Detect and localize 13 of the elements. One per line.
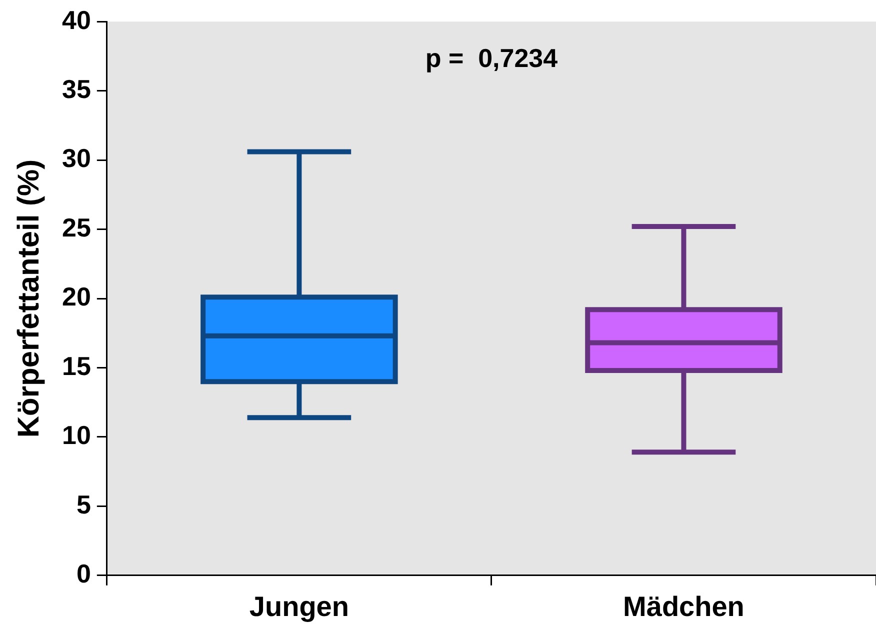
y-tick-label: 10: [62, 420, 91, 450]
y-tick-label: 20: [62, 282, 91, 312]
y-tick-label: 40: [62, 4, 91, 35]
x-tick-label: Mädchen: [623, 590, 744, 622]
y-tick-label: 5: [76, 489, 91, 520]
y-tick-label: 30: [62, 143, 91, 174]
y-tick-label: 35: [62, 74, 91, 104]
annotation: p = 0,7234: [425, 42, 558, 73]
y-tick-label: 15: [62, 350, 91, 381]
y-axis-title: Körperfettanteil (%): [12, 159, 46, 438]
x-tick-label: Jungen: [249, 590, 349, 622]
y-tick-label: 25: [62, 212, 91, 242]
y-tick-label: 0: [76, 558, 91, 589]
